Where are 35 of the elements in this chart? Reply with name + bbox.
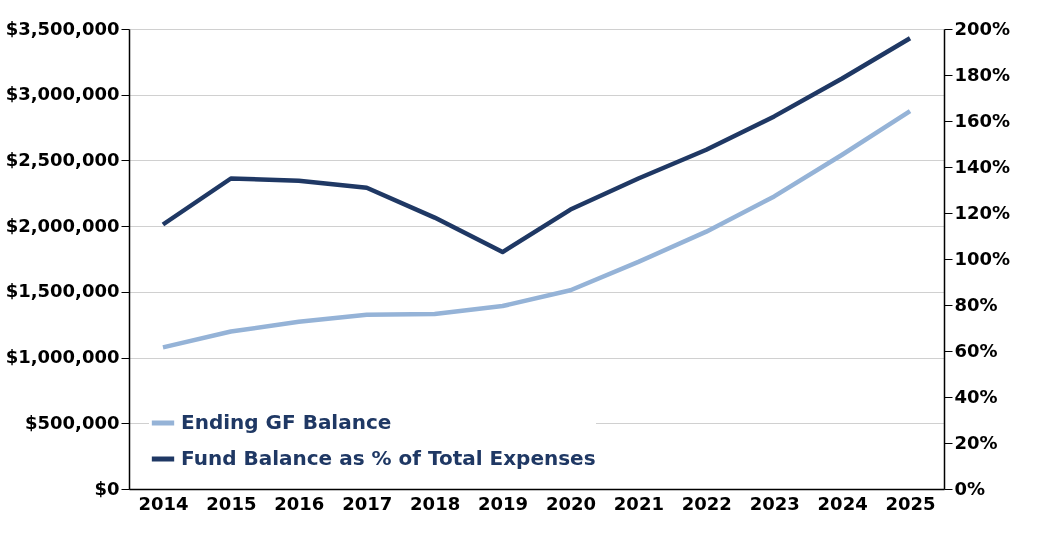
x-tick-label: 2022 <box>681 492 732 514</box>
y2-tick-label: 0% <box>954 477 986 499</box>
y-tick-label: $500,000 <box>24 411 120 433</box>
y-tick-label: $2,000,000 <box>5 214 120 236</box>
y-tick-label: $1,500,000 <box>5 280 120 302</box>
y-tick-label: $1,000,000 <box>5 346 120 368</box>
legend-label: Ending GF Balance <box>181 410 392 434</box>
y2-tick-label: 40% <box>954 385 998 407</box>
x-tick-label: 2023 <box>749 492 800 514</box>
y-tick-label: $3,500,000 <box>5 17 120 39</box>
x-tick-label: 2021 <box>613 492 664 514</box>
y2-tick-label: 180% <box>954 63 1011 85</box>
y2-tick-label: 80% <box>954 293 998 315</box>
y-tick-label: $2,500,000 <box>5 148 120 170</box>
y2-tick-label: 60% <box>954 339 998 361</box>
x-tick-label: 2017 <box>342 492 393 514</box>
y2-tick-label: 200% <box>954 17 1011 39</box>
line-series <box>160 108 913 350</box>
legend-label: Fund Balance as % of Total Expenses <box>181 446 596 470</box>
y-tick-label: $0 <box>94 477 120 499</box>
x-tick-label: 2015 <box>206 492 257 514</box>
x-tick-label: 2020 <box>545 492 597 514</box>
y2-tick-label: 20% <box>954 431 998 453</box>
y2-tick-label: 140% <box>954 155 1011 177</box>
y-tick-label: $3,000,000 <box>5 83 120 105</box>
x-tick-label: 2014 <box>138 492 189 514</box>
y2-tick-label: 160% <box>954 109 1011 131</box>
x-tick-label: 2025 <box>885 492 936 514</box>
x-tick-label: 2019 <box>477 492 529 514</box>
x-tick-label: 2018 <box>410 492 461 514</box>
x-tick-label: 2024 <box>817 492 868 514</box>
y2-tick-label: 120% <box>954 201 1011 223</box>
x-tick-label: 2016 <box>274 492 325 514</box>
line-series <box>160 35 913 255</box>
y2-tick-label: 100% <box>954 247 1011 269</box>
